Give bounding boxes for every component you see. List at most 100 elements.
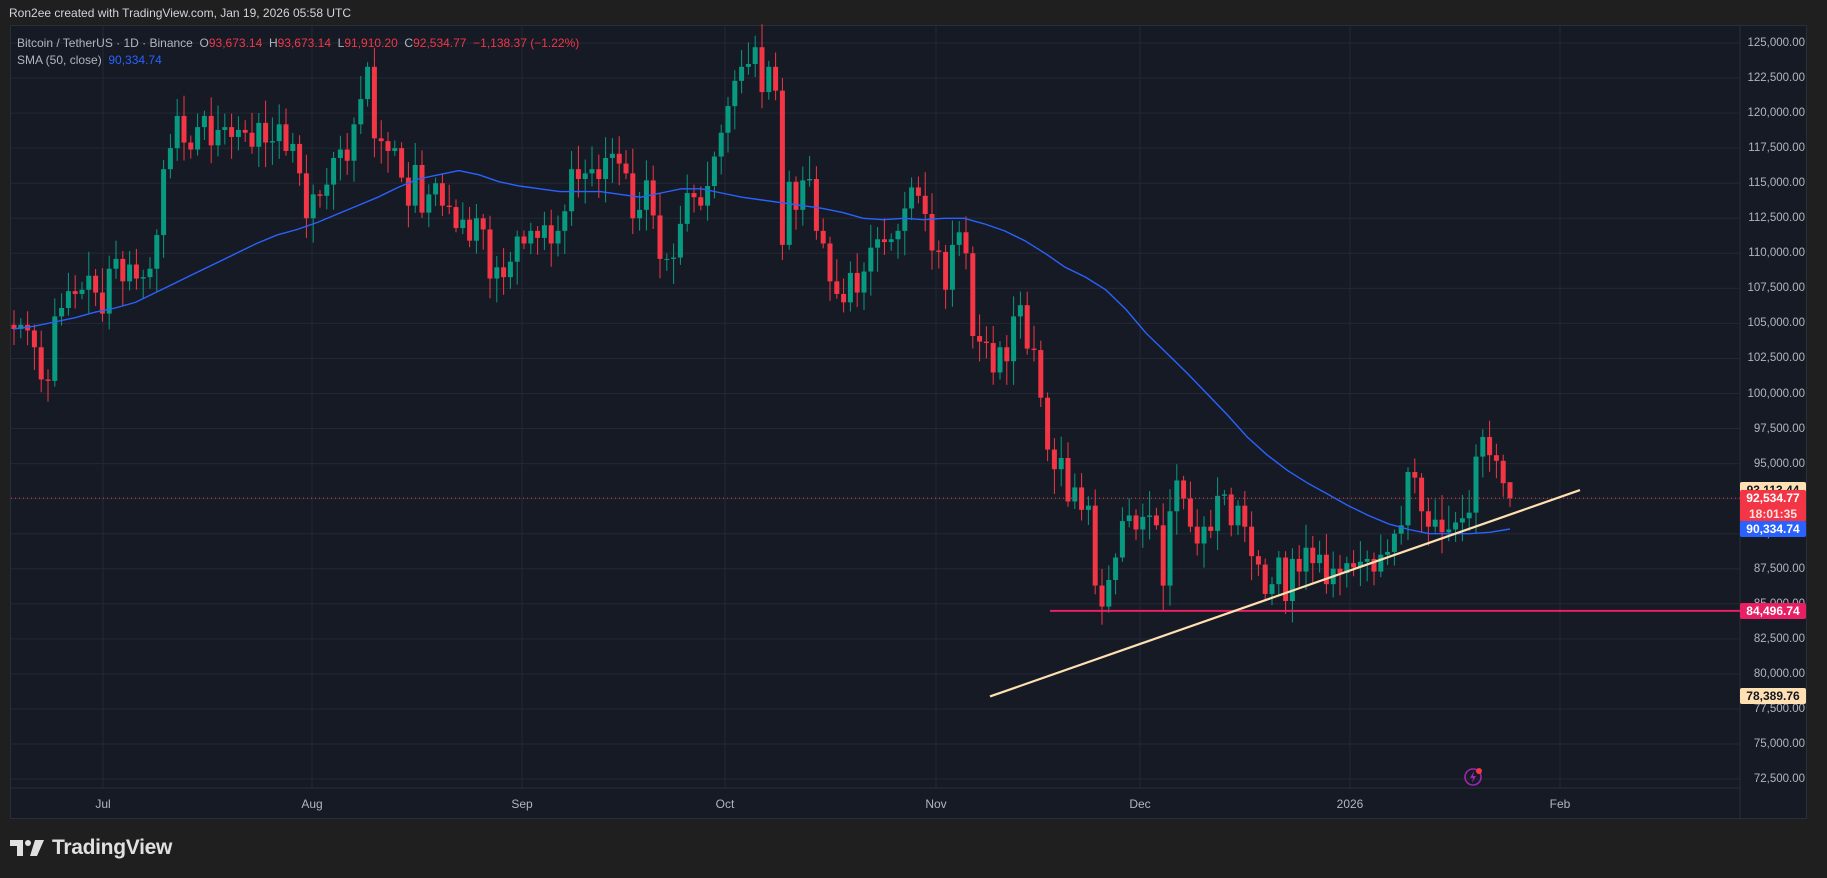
candle-body [1398, 525, 1404, 534]
candle-body [888, 239, 894, 243]
candle-body [120, 258, 126, 282]
candle-body [399, 148, 405, 178]
candle-body [922, 195, 928, 215]
candle-body [317, 194, 323, 196]
candle-body [1310, 547, 1316, 564]
candle-body [222, 127, 228, 130]
chart-credit: Ron2ee created with TradingView.com, Jan… [9, 6, 351, 20]
candle-body [1466, 512, 1472, 519]
candle-body [385, 141, 391, 151]
candle-body [371, 66, 377, 139]
candle-body [902, 208, 908, 231]
candle-body [541, 225, 547, 238]
candle-body [229, 127, 235, 137]
price-tick: 102,500.00 [1747, 352, 1805, 365]
close-value: 92,534.77 [413, 36, 467, 50]
candle-body [1432, 519, 1438, 527]
price-tick: 100,000.00 [1747, 387, 1805, 400]
candle-body [324, 184, 330, 196]
candle-body [589, 169, 595, 174]
candle-body [1337, 568, 1343, 573]
time-tick: Oct [715, 797, 735, 811]
candle-body [575, 169, 581, 179]
tradingview-logo[interactable]: TradingView [10, 836, 172, 860]
candle-body [1194, 526, 1200, 544]
candle-body [582, 173, 588, 179]
candle-body [1453, 522, 1459, 530]
candle-body [1133, 515, 1139, 530]
candle-body [1242, 505, 1248, 527]
candle-body [392, 148, 398, 151]
price-tick: 125,000.00 [1747, 37, 1805, 49]
candle-body [800, 180, 806, 210]
sma-line [13, 169, 1511, 535]
candle-body [1480, 436, 1486, 457]
candle-body [310, 194, 316, 219]
ohlc-row: Bitcoin / TetherUS · 1D · Binance O93,67… [17, 36, 580, 50]
candle-body [1004, 347, 1010, 362]
price-tick: 105,000.00 [1747, 317, 1805, 330]
candle-body [1262, 564, 1268, 594]
lightning-icon[interactable] [1462, 766, 1484, 788]
candle-body [303, 173, 309, 219]
candle-body [766, 66, 772, 93]
price-tick: 97,500.00 [1753, 422, 1805, 435]
candle-body [127, 264, 133, 282]
candle-body [752, 47, 758, 65]
candle-body [147, 268, 153, 278]
candle-body [249, 132, 255, 147]
candle-body [283, 124, 289, 151]
price-tick: 117,500.00 [1748, 142, 1805, 155]
sma-label[interactable]: SMA (50, close) [17, 53, 102, 67]
candle-body [45, 379, 51, 381]
candle-body [1099, 585, 1105, 607]
candle-body [1167, 511, 1173, 586]
candle-body [1147, 515, 1153, 517]
candle-body [868, 247, 874, 272]
candle-body [616, 153, 622, 164]
tradingview-wordmark: TradingView [52, 836, 173, 859]
chart-panel[interactable] [10, 25, 1807, 819]
candle-body [1201, 526, 1207, 544]
candle-body [269, 141, 275, 143]
candle-body [929, 214, 935, 251]
candle-body [786, 181, 792, 245]
candle-body [195, 127, 201, 150]
price-tick: 115,000.00 [1748, 177, 1805, 190]
candle-body [643, 180, 649, 210]
candle-body [854, 272, 860, 293]
candle-body [154, 235, 160, 269]
candle-body [725, 106, 731, 133]
price-tick: 120,000.00 [1747, 107, 1805, 120]
candle-body [1439, 519, 1445, 533]
time-tick: 2026 [1336, 797, 1364, 811]
candle-body [745, 64, 751, 67]
candle-body [1385, 551, 1391, 555]
candle-body [1364, 558, 1370, 562]
candle-body [11, 324, 17, 330]
candle-body [18, 324, 24, 330]
candle-body [1031, 348, 1037, 351]
candle-body [188, 142, 194, 150]
candle-body [1378, 554, 1384, 572]
candle-body [507, 261, 513, 278]
candle-body [1072, 487, 1078, 502]
candle-body [1058, 457, 1064, 470]
candle-body [691, 193, 697, 198]
candle-body [1276, 557, 1282, 585]
price-tick: 72,500.00 [1753, 773, 1805, 786]
candle-body [59, 307, 65, 317]
candle-body [1446, 529, 1452, 533]
candle-body [671, 257, 677, 259]
candle-body [263, 122, 269, 143]
trendline[interactable] [989, 489, 1581, 698]
candle-body [467, 219, 473, 241]
candle-body [705, 186, 711, 206]
symbol-name[interactable]: Bitcoin / TetherUS · 1D · Binance [17, 36, 193, 50]
candle-body [977, 336, 983, 342]
candle-body [983, 341, 989, 344]
candle-body [603, 157, 609, 179]
price-tick: 80,000.00 [1753, 667, 1805, 680]
candle-body [1153, 515, 1159, 526]
